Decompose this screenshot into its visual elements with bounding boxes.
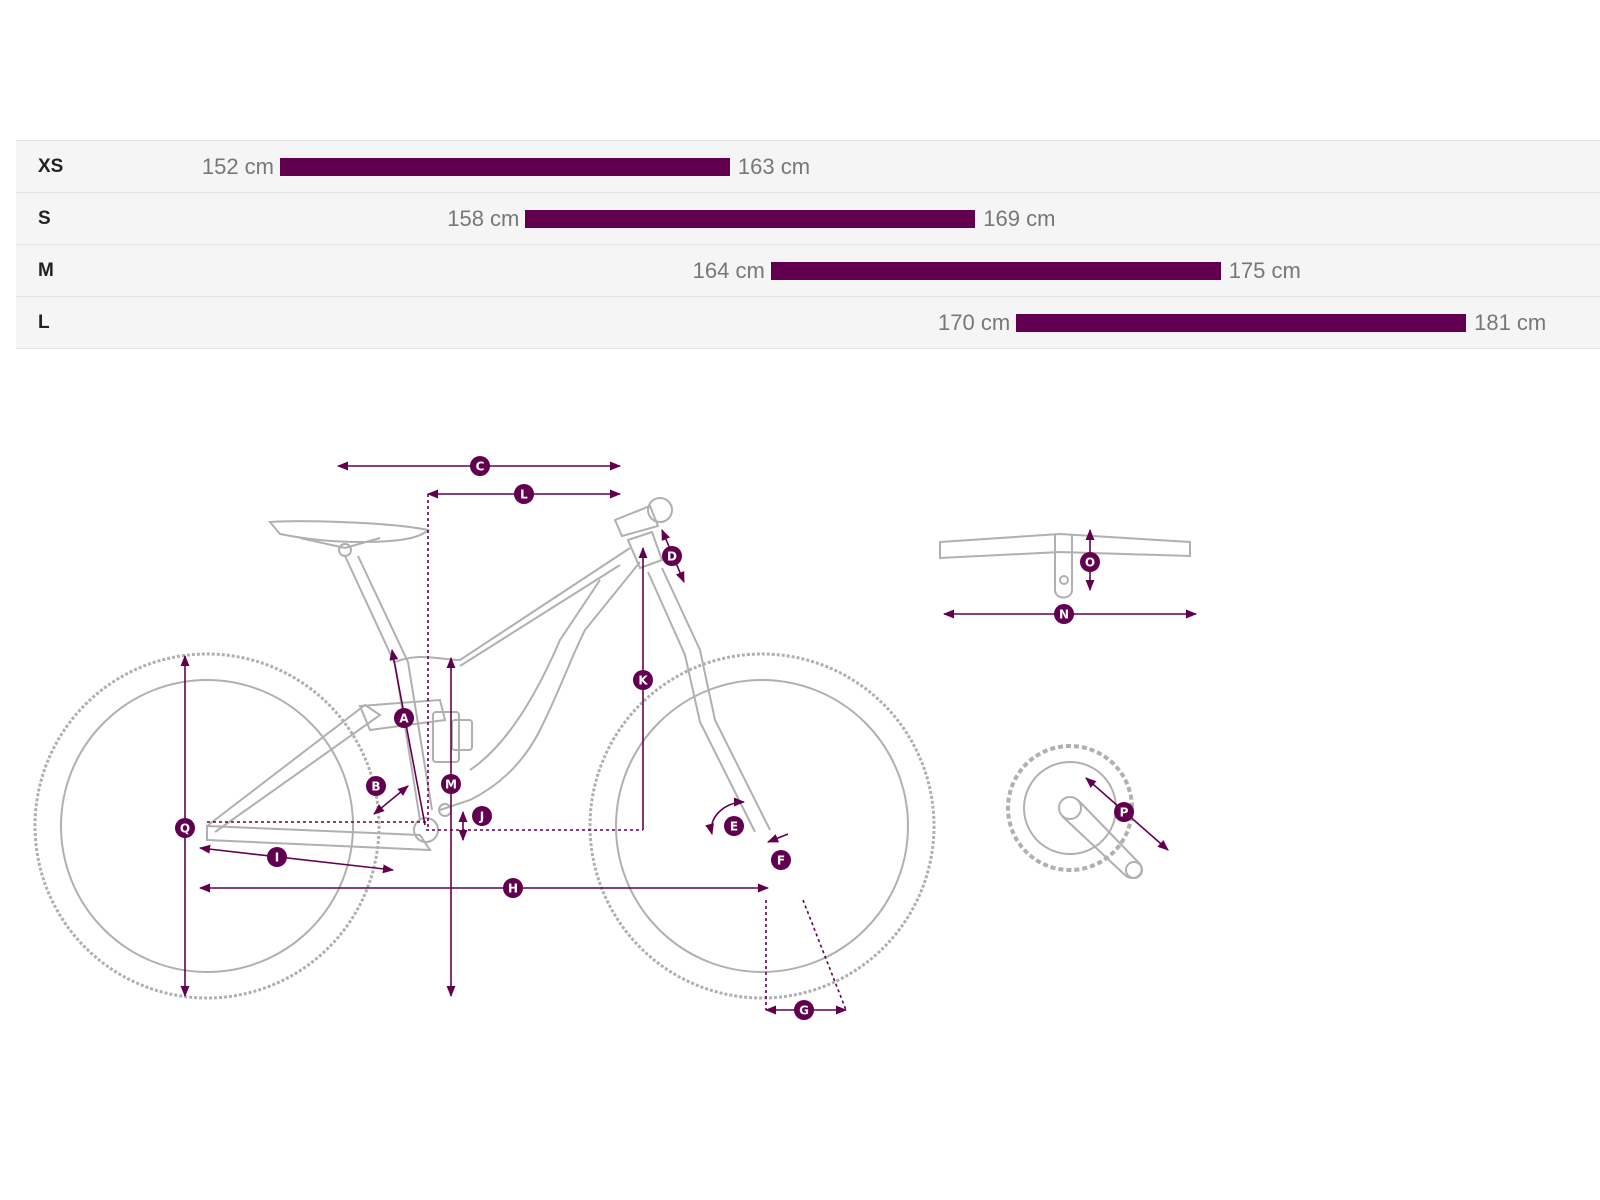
down-tube bbox=[439, 561, 641, 811]
seatstay bbox=[206, 703, 382, 833]
front-tire-outer bbox=[588, 652, 936, 1000]
svg-text:H: H bbox=[508, 882, 518, 896]
range-bar bbox=[280, 158, 730, 176]
bike-outline bbox=[33, 497, 936, 1000]
marker-j: J bbox=[472, 806, 492, 826]
range-min-label: 152 cm bbox=[201, 154, 274, 179]
size-row-xs: XS 152 cm 163 cm bbox=[16, 141, 1600, 193]
svg-text:I: I bbox=[275, 851, 279, 865]
rear-tire-outer bbox=[33, 652, 381, 1000]
marker-h: H bbox=[503, 878, 523, 898]
rear-shock bbox=[432, 711, 460, 763]
marker-l: L bbox=[514, 484, 534, 504]
rocker-link bbox=[358, 698, 447, 732]
size-row-m: M 164 cm 175 cm bbox=[16, 245, 1600, 297]
svg-text:O: O bbox=[1085, 556, 1095, 570]
handlebar-detail bbox=[939, 532, 1191, 599]
marker-a: A bbox=[394, 708, 414, 728]
seat-tube bbox=[344, 555, 409, 665]
range-max-label: 169 cm bbox=[983, 206, 1056, 231]
marker-g: G bbox=[794, 1000, 814, 1020]
svg-text:L: L bbox=[520, 488, 528, 502]
head-tube bbox=[626, 530, 664, 570]
stem bbox=[613, 504, 660, 538]
front-tire-inner bbox=[615, 679, 909, 973]
measurement-markers: C L D K A B M J E F H I Q G O N P bbox=[175, 456, 1134, 1020]
range-max-label: 181 cm bbox=[1474, 310, 1547, 335]
marker-q: Q bbox=[175, 818, 195, 838]
svg-text:E: E bbox=[730, 820, 738, 834]
fork bbox=[647, 567, 771, 833]
size-label: M bbox=[38, 260, 54, 281]
size-label: XS bbox=[38, 156, 64, 177]
svg-text:Q: Q bbox=[180, 822, 190, 836]
range-bar bbox=[525, 210, 976, 228]
chainstay bbox=[206, 824, 432, 852]
bar-clamp bbox=[647, 497, 673, 523]
svg-text:N: N bbox=[1059, 608, 1069, 622]
svg-text:P: P bbox=[1120, 806, 1129, 820]
svg-text:J: J bbox=[479, 810, 484, 824]
marker-b: B bbox=[366, 776, 386, 796]
size-label: S bbox=[38, 208, 51, 229]
bike-geometry-diagram: C L D K A B M J E F H I Q G O N P bbox=[33, 456, 1198, 1020]
range-max-label: 175 cm bbox=[1228, 258, 1301, 283]
marker-n: N bbox=[1054, 604, 1074, 624]
marker-f: F bbox=[771, 850, 791, 870]
range-bar bbox=[770, 262, 1221, 280]
marker-d: D bbox=[662, 546, 682, 566]
size-label: L bbox=[38, 312, 50, 333]
marker-e: E bbox=[724, 816, 744, 836]
svg-text:B: B bbox=[371, 780, 380, 794]
marker-i: I bbox=[267, 847, 287, 867]
svg-text:F: F bbox=[777, 854, 785, 868]
saddle bbox=[267, 520, 431, 544]
size-row-s: S 158 cm 169 cm bbox=[16, 193, 1600, 245]
top-tube bbox=[394, 547, 631, 663]
range-min-label: 164 cm bbox=[692, 258, 765, 283]
range-max-label: 163 cm bbox=[737, 154, 811, 179]
range-min-label: 158 cm bbox=[447, 206, 520, 231]
svg-text:A: A bbox=[399, 712, 409, 726]
svg-text:K: K bbox=[638, 674, 648, 688]
svg-text:G: G bbox=[799, 1004, 809, 1018]
marker-c: C bbox=[470, 456, 490, 476]
range-min-label: 170 cm bbox=[938, 310, 1011, 335]
marker-k: K bbox=[633, 670, 653, 690]
svg-text:M: M bbox=[445, 778, 457, 792]
size-row-l: L 170 cm 181 cm bbox=[16, 297, 1600, 349]
rider-height-table: XS 152 cm 163 cm S 158 cm 169 cm M 164 cm 175 cm… bbox=[16, 140, 1600, 349]
marker-m: M bbox=[441, 774, 461, 794]
svg-text:C: C bbox=[476, 460, 485, 474]
range-bar bbox=[1016, 314, 1467, 332]
marker-o: O bbox=[1080, 552, 1100, 572]
svg-text:D: D bbox=[667, 550, 677, 564]
marker-p: P bbox=[1114, 802, 1134, 822]
measurement-lines bbox=[180, 461, 1198, 1015]
rear-tire-inner bbox=[60, 679, 354, 973]
